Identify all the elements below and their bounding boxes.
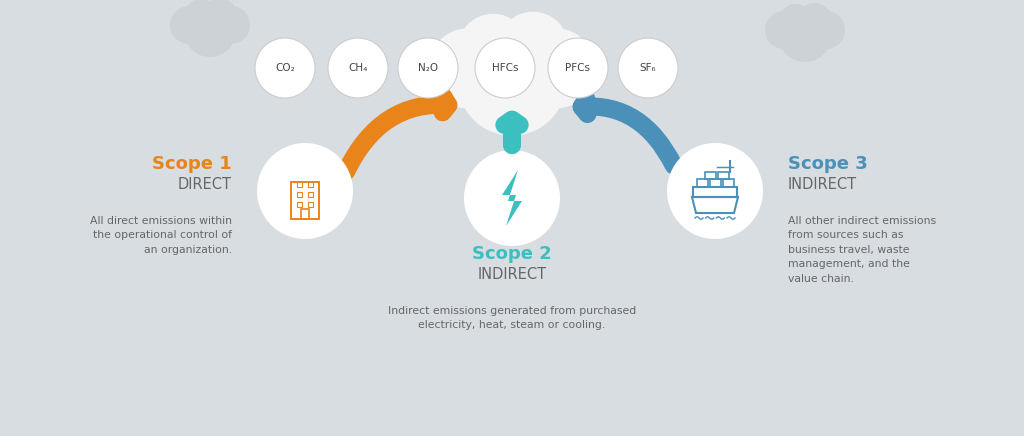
Text: HFCs: HFCs [492, 63, 518, 73]
Circle shape [328, 38, 388, 98]
Text: All other indirect emissions
from sources such as
business travel, waste
managem: All other indirect emissions from source… [788, 216, 936, 283]
Circle shape [498, 12, 568, 83]
Bar [297, 202, 301, 207]
Circle shape [798, 3, 831, 37]
Circle shape [667, 143, 763, 239]
Text: INDIRECT: INDIRECT [477, 266, 547, 282]
Text: Scope 1: Scope 1 [153, 155, 232, 173]
Text: SF₆: SF₆ [640, 63, 656, 73]
Circle shape [548, 38, 608, 98]
Bar [301, 209, 309, 219]
Text: Scope 2: Scope 2 [472, 245, 552, 263]
Bar [307, 202, 312, 207]
Circle shape [458, 14, 528, 85]
Text: N₂O: N₂O [418, 63, 438, 73]
Text: Scope 3: Scope 3 [788, 155, 867, 173]
Circle shape [212, 6, 250, 44]
Circle shape [203, 0, 237, 32]
Circle shape [464, 150, 560, 246]
Circle shape [184, 0, 218, 33]
Bar [307, 182, 312, 187]
Circle shape [516, 28, 596, 108]
Bar [705, 172, 716, 179]
Text: DIRECT: DIRECT [178, 177, 232, 191]
Text: All direct emissions within
the operational control of
an organization.: All direct emissions within the operatio… [90, 216, 232, 255]
Circle shape [398, 38, 458, 98]
FancyArrowPatch shape [582, 99, 674, 166]
Circle shape [779, 4, 813, 38]
Text: PFCs: PFCs [565, 63, 591, 73]
Circle shape [428, 28, 508, 108]
Text: CO₂: CO₂ [275, 63, 295, 73]
Circle shape [458, 27, 566, 136]
Circle shape [170, 6, 208, 44]
Text: Indirect emissions generated from purchased
electricity, heat, steam or cooling.: Indirect emissions generated from purcha… [388, 306, 636, 330]
Bar [697, 179, 708, 187]
Circle shape [475, 38, 535, 98]
FancyArrowPatch shape [346, 97, 449, 171]
Bar [297, 192, 301, 197]
Bar [291, 182, 319, 219]
FancyArrowPatch shape [505, 120, 519, 145]
Text: INDIRECT: INDIRECT [788, 177, 857, 191]
Bar [710, 179, 721, 187]
Circle shape [618, 38, 678, 98]
Bar [307, 192, 312, 197]
Bar [297, 182, 301, 187]
Circle shape [779, 10, 831, 62]
Text: CH₄: CH₄ [348, 63, 368, 73]
Circle shape [807, 11, 845, 49]
Bar [718, 172, 729, 179]
Circle shape [184, 5, 236, 57]
Bar [723, 179, 734, 187]
Circle shape [765, 11, 803, 49]
Circle shape [255, 38, 315, 98]
Circle shape [257, 143, 353, 239]
Polygon shape [502, 170, 522, 226]
Bar [693, 187, 737, 197]
